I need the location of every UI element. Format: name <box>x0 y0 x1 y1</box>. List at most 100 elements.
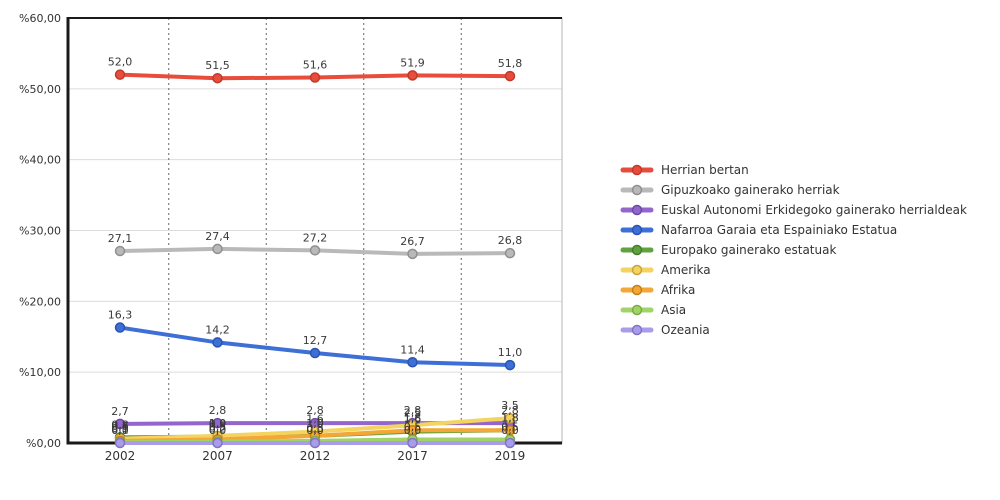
data-label: 0,5 <box>209 420 227 433</box>
series-point <box>212 72 223 84</box>
data-label: 0,5 <box>501 420 519 433</box>
data-label: 3,5 <box>501 399 519 412</box>
data-label: 26,8 <box>498 234 523 247</box>
data-label: 0,3 <box>111 422 129 435</box>
series-point <box>504 247 516 259</box>
data-label: 1,6 <box>404 413 422 426</box>
data-label: 27,1 <box>108 232 133 245</box>
data-label: 27,4 <box>205 230 230 243</box>
legend-label: Asia <box>661 303 687 317</box>
data-label: 1,0 <box>306 417 324 430</box>
series-point <box>114 69 126 80</box>
x-tick-label: 2012 <box>300 449 331 463</box>
legend-label: Nafarroa Garaia eta Espainiako Estatua <box>661 223 898 237</box>
data-label: 0,8 <box>111 418 129 431</box>
legend-label: Ozeania <box>661 323 710 337</box>
y-tick-label: %40,00 <box>19 154 61 167</box>
legend-item: Herrian bertan <box>620 163 967 177</box>
y-tick-label: %0,00 <box>26 437 61 450</box>
y-tick-label: %30,00 <box>19 225 61 238</box>
data-label: 2,8 <box>404 404 422 417</box>
data-label: 0,0 <box>111 424 129 437</box>
data-label: 2,7 <box>111 405 129 418</box>
data-label: 14,2 <box>205 323 230 336</box>
y-tick-label: %50,00 <box>19 83 61 96</box>
data-label: 1,8 <box>501 411 519 424</box>
legend-item: Afrika <box>620 283 967 297</box>
series-point <box>212 243 223 255</box>
data-label: 0,3 <box>306 422 324 435</box>
data-label: 0,2 <box>209 423 227 436</box>
data-label: 0,0 <box>209 424 227 437</box>
legend-item: Euskal Autonomi Erkidegoko gainerako her… <box>620 203 967 217</box>
chart-legend: Herrian bertan Gipuzkoako gainerako herri… <box>620 160 967 340</box>
series-point <box>212 417 223 429</box>
y-tick-label: %60,00 <box>19 12 61 25</box>
data-label: 12,7 <box>303 334 328 347</box>
data-label: 26,7 <box>400 235 425 248</box>
legend-marker-icon <box>620 324 654 336</box>
data-label: 51,9 <box>400 56 425 69</box>
series-point <box>504 70 516 82</box>
series-point <box>309 437 321 449</box>
data-label: 0,9 <box>209 418 227 431</box>
data-label: 1,8 <box>501 411 519 424</box>
series-point <box>114 322 126 333</box>
data-label: 1,0 <box>306 417 324 430</box>
legend-label: Herrian bertan <box>661 163 749 177</box>
legend-label: Gipuzkoako gainerako herriak <box>661 183 840 197</box>
legend-marker-icon <box>620 164 654 176</box>
legend-item: Amerika <box>620 263 967 277</box>
legend-marker-icon <box>620 264 654 276</box>
series-point <box>114 418 126 430</box>
series-point <box>212 337 223 348</box>
data-label: 52,0 <box>108 56 133 69</box>
data-label: 0,5 <box>404 420 422 433</box>
legend-label: Afrika <box>661 283 696 297</box>
legend-item: Nafarroa Garaia eta Espainiako Estatua <box>620 223 967 237</box>
data-label: 0,0 <box>306 424 324 437</box>
legend-marker-icon <box>620 184 654 196</box>
legend-item: Europako gainerako estatuak <box>620 243 967 257</box>
y-tick-label: %20,00 <box>19 295 61 308</box>
legend-marker-icon <box>620 304 654 316</box>
series-point <box>407 357 418 368</box>
data-label: 0,6 <box>111 420 129 433</box>
legend-item: Gipuzkoako gainerako herriak <box>620 183 967 197</box>
data-label: 51,5 <box>205 59 230 72</box>
legend-marker-icon <box>620 244 654 256</box>
data-label: 1,6 <box>306 413 324 426</box>
data-label: 2,5 <box>404 406 422 419</box>
legend-marker-icon <box>620 284 654 296</box>
legend-label: Europako gainerako estatuak <box>661 243 837 257</box>
series-point <box>114 245 126 257</box>
series-point <box>309 347 321 359</box>
data-label: 0,0 <box>501 424 519 437</box>
data-label: 11,4 <box>400 343 425 356</box>
data-label: 2,8 <box>209 404 227 417</box>
data-label: 51,6 <box>303 59 328 72</box>
series-point <box>504 412 516 424</box>
x-tick-label: 2019 <box>495 449 526 463</box>
x-tick-label: 2017 <box>397 449 428 463</box>
y-tick-label: %10,00 <box>19 366 61 379</box>
legend-label: Amerika <box>661 263 711 277</box>
series-point <box>212 437 223 449</box>
data-label: 16,3 <box>108 309 133 322</box>
series-point <box>309 72 321 83</box>
data-label: 2,8 <box>501 404 519 417</box>
legend-label: Euskal Autonomi Erkidegoko gainerako her… <box>661 203 967 217</box>
x-tick-label: 2007 <box>202 449 233 463</box>
series-point <box>114 437 126 449</box>
x-tick-label: 2002 <box>105 449 136 463</box>
data-label: 0,1 <box>111 423 129 436</box>
data-label: 11,0 <box>498 346 523 359</box>
line-chart: %0,00 %10,00 %20,00 %30,00 %40,00 %50,00 %60,0… <box>19 12 563 463</box>
data-label: 51,8 <box>498 57 523 70</box>
series-point <box>407 248 418 260</box>
series-point <box>407 437 418 449</box>
series-point <box>504 359 516 371</box>
legend-item: Ozeania <box>620 323 967 337</box>
data-label: 27,2 <box>303 231 328 244</box>
